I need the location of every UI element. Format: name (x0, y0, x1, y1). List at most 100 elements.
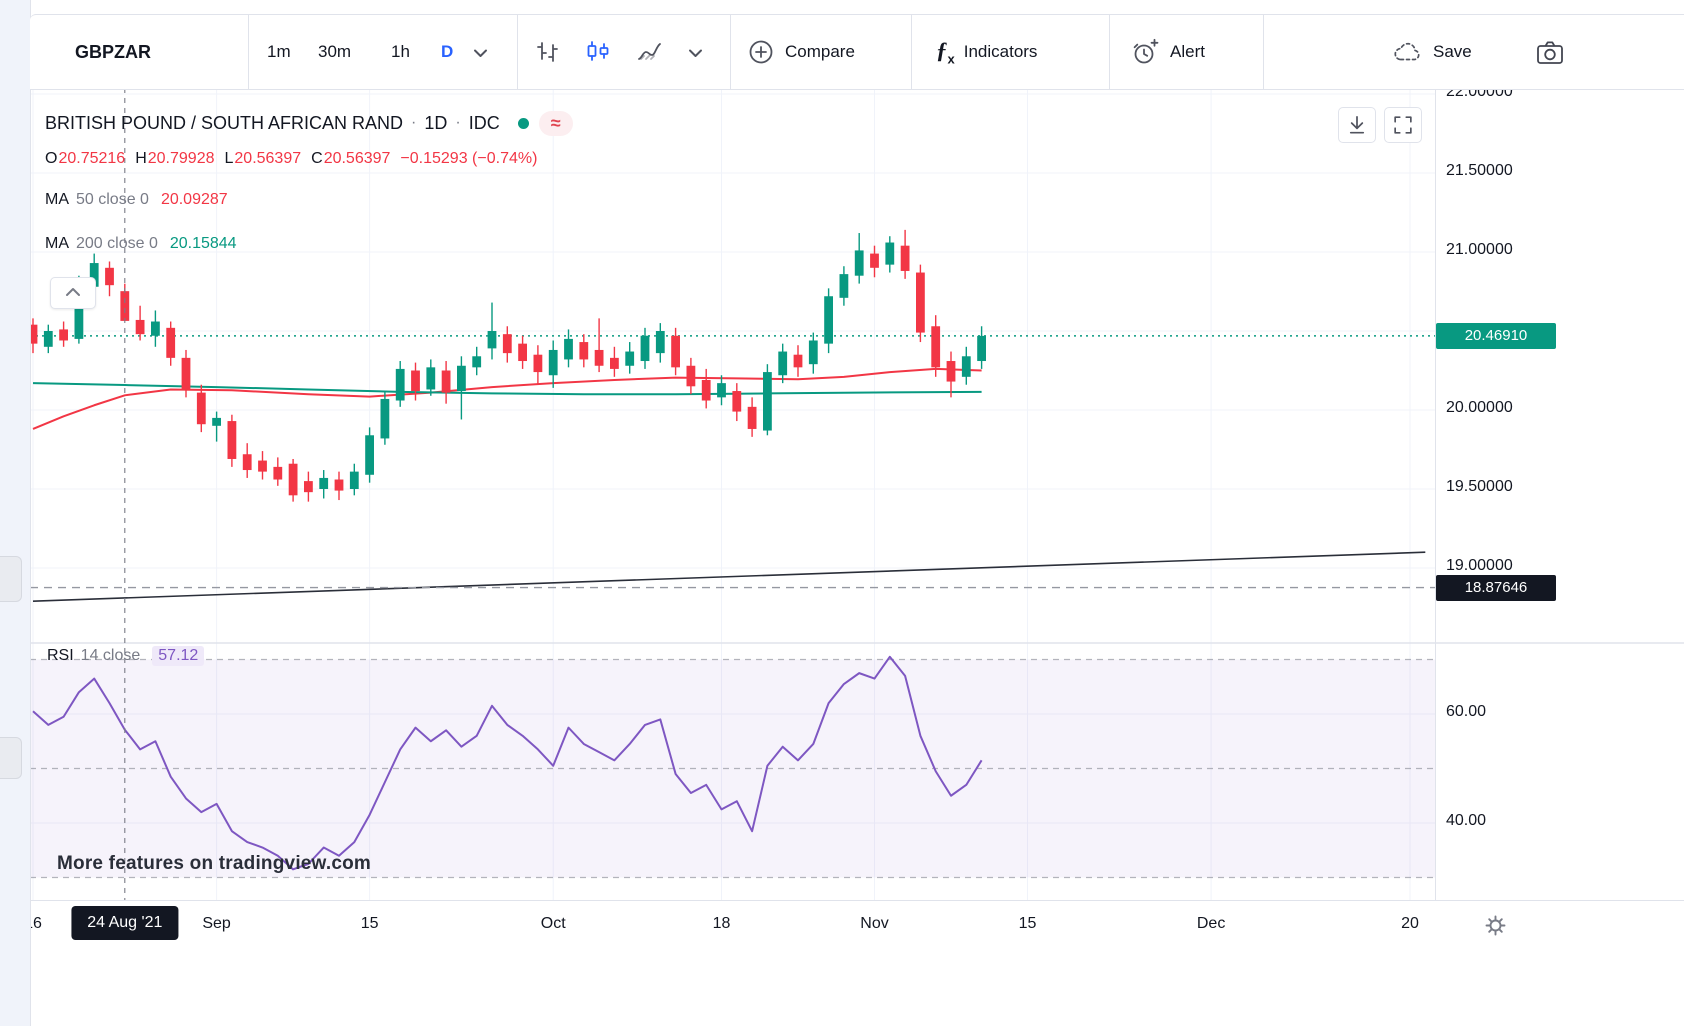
rsi-line (32, 655, 983, 871)
legend-exchange[interactable]: IDC (468, 112, 500, 133)
screenshot-button[interactable] (1534, 15, 1566, 89)
time-axis-label: Sep (202, 915, 231, 932)
time-axis-label: Nov (860, 915, 889, 932)
left-sidebar-strip (0, 0, 31, 1026)
camera-icon (1534, 37, 1566, 68)
toolbar-separator (1109, 15, 1110, 89)
bar-style-button[interactable] (533, 15, 561, 89)
rsi-params: 14 close (80, 647, 141, 664)
rsi-value: 57.12 (152, 646, 205, 666)
toolbar-separator (911, 15, 912, 89)
market-status-dot[interactable] (517, 117, 529, 129)
price-tick-label: 19.00000 (1446, 557, 1513, 574)
watermark-link[interactable]: More features on tradingview.com (57, 853, 371, 874)
style-menu-chevron[interactable] (685, 15, 706, 89)
pane-collapse-button[interactable] (50, 277, 96, 309)
ma200-legend-row[interactable]: MA 200 close 0 20.15844 (45, 235, 237, 253)
high-label: H (135, 150, 147, 167)
ma50-value: 20.09287 (160, 191, 228, 208)
low-label: L (224, 150, 234, 167)
interval-1h-button[interactable]: 1h (391, 42, 410, 61)
pane-maximize-button[interactable] (1384, 107, 1422, 143)
ma50-line (32, 367, 982, 430)
open-label: O (45, 150, 58, 167)
price-tick-label: 40.00 (1446, 812, 1487, 829)
save-button[interactable]: Save (1390, 15, 1472, 89)
time-axis-label: Dec (1196, 915, 1226, 932)
chevron-up-icon (62, 282, 84, 304)
indicators-label: Indicators (963, 42, 1038, 61)
time-axis-label: 20 (1401, 915, 1419, 932)
symbol-button[interactable]: GBPZAR (75, 41, 151, 62)
circle-plus-icon (746, 37, 776, 67)
candlestick-chart-icon (583, 38, 611, 66)
time-axis-label: 15 (360, 915, 379, 932)
time-axis-label: 15 (1018, 915, 1037, 932)
toolbar-separator (730, 15, 731, 89)
trendline-price-label: 18.87646 (1436, 574, 1556, 601)
pane-download-button[interactable] (1338, 107, 1376, 143)
interval-1m-button[interactable]: 1m (267, 42, 291, 61)
price-axis[interactable]: 22.00000 21.50000 21.00000 20.00000 19.50000… (1435, 88, 1564, 900)
symbol-title[interactable]: BRITISH POUND / SOUTH AFRICAN RAND (45, 112, 404, 133)
candle-style-button[interactable] (583, 15, 611, 89)
arrow-down-icon (1345, 113, 1369, 137)
save-label: Save (1433, 42, 1472, 61)
rsi-legend-row[interactable]: RSI 14 close 57.12 (47, 646, 205, 666)
legend-interval[interactable]: 1D (424, 112, 448, 133)
interval-30m-button[interactable]: 30m (318, 42, 352, 61)
crosshair-date-label: 24 Aug '21 (71, 906, 179, 940)
high-value: 20.79928 (147, 150, 215, 167)
toolbar-separator (1263, 15, 1264, 89)
price-tick-label: 60.00 (1446, 703, 1487, 720)
last-price-label: 20.46910 (1436, 322, 1556, 349)
delayed-data-badge[interactable]: ≈ (538, 110, 573, 136)
ma50-legend-row[interactable]: MA 50 close 0 20.09287 (45, 191, 228, 209)
compare-button[interactable]: Compare (746, 15, 855, 89)
interval-menu-chevron[interactable] (470, 15, 491, 89)
time-axis-label: Oct (540, 915, 566, 932)
maximize-icon (1391, 113, 1415, 137)
gridlines (30, 88, 1435, 900)
close-label: C (311, 150, 323, 167)
area-chart-icon (635, 38, 665, 66)
price-tick-label: 21.50000 (1446, 162, 1513, 179)
toolbar-separator (517, 15, 518, 89)
price-tick-label: 21.00000 (1446, 241, 1513, 258)
close-value: 20.56397 (323, 150, 391, 167)
fx-indicators-icon: ƒx (936, 37, 955, 67)
cloud-save-icon (1390, 37, 1424, 67)
trendline-drawing[interactable] (32, 551, 1426, 602)
compare-label: Compare (785, 42, 855, 61)
alert-button[interactable]: Alert (1130, 15, 1205, 89)
ma200-name: MA (45, 235, 69, 252)
price-tick-label: 19.50000 (1446, 478, 1513, 495)
low-value: 20.56397 (234, 150, 302, 167)
alarm-clock-plus-icon (1130, 37, 1161, 68)
bars-chart-icon (533, 38, 561, 66)
ma200-params: 200 close 0 (76, 235, 158, 252)
legend-separator-dot: · (455, 114, 461, 131)
rsi-name: RSI (47, 647, 74, 664)
ma200-value: 20.15844 (169, 235, 237, 252)
ma50-name: MA (45, 191, 69, 208)
ohlc-row: O 20.75216 H 20.79928 L 20.56397 C 20.56397 … (45, 150, 537, 168)
toolbar-separator (248, 15, 249, 89)
chevron-down-icon (685, 42, 706, 63)
settings-gear-button[interactable] (1482, 912, 1509, 939)
time-axis[interactable]: 16 Sep 15 Oct 18 Nov 15 Dec 20 24 Aug '21 (24, 900, 1684, 1027)
time-axis-label: 18 (712, 915, 731, 932)
indicators-button[interactable]: ƒx Indicators (936, 15, 1037, 89)
area-style-button[interactable] (635, 15, 665, 89)
price-tick-label: 20.00000 (1446, 399, 1513, 416)
top-toolbar: GBPZAR 1m 30m 1h D Compare (30, 14, 1684, 90)
left-panel-stub[interactable] (0, 556, 22, 602)
alert-label: Alert (1170, 42, 1205, 61)
candlestick-series (28, 229, 986, 502)
left-panel-stub[interactable] (0, 737, 22, 779)
symbol-legend-row: BRITISH POUND / SOUTH AFRICAN RAND · 1D … (45, 107, 573, 139)
change-value: −0.15293 (−0.74%) (400, 150, 538, 167)
chevron-down-icon (470, 42, 491, 63)
interval-d-button[interactable]: D (441, 42, 454, 61)
